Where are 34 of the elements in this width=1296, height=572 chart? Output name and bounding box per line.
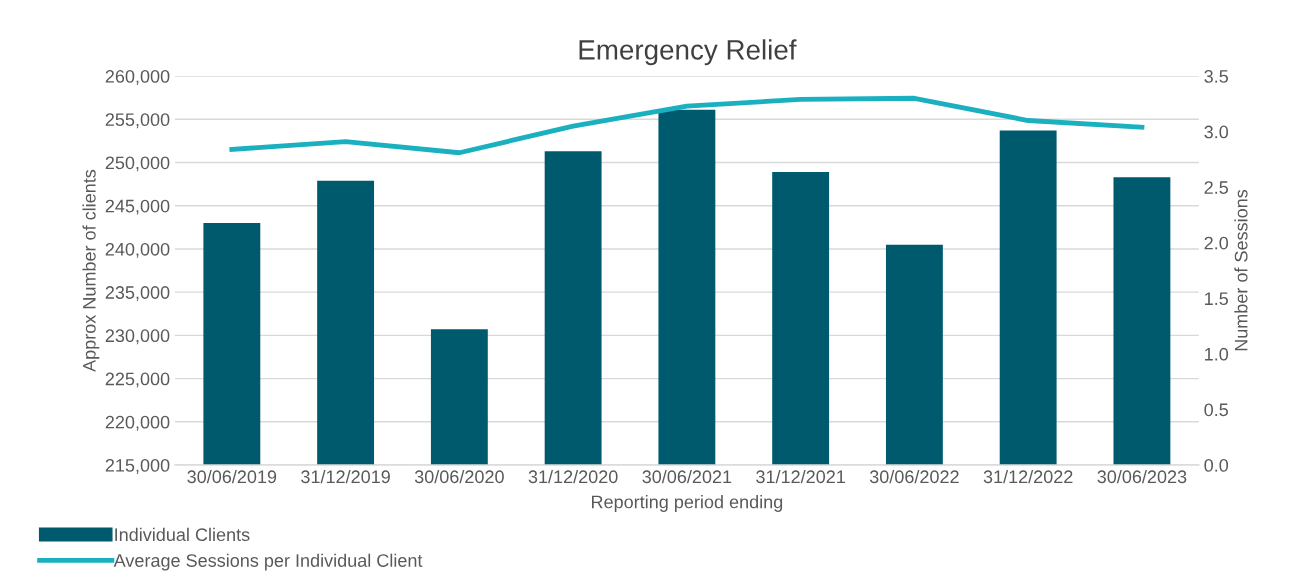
y2-tick-label: 1.0 [1205,347,1229,361]
y-tick-label: 245,000 [105,199,170,215]
y-tick-label: 240,000 [105,242,170,258]
y-tick-label: 225,000 [105,372,170,388]
y2-tick-label: 2.5 [1204,181,1228,194]
x-tick-label: 30/06/2021 [642,469,732,484]
x-tick-label: 31/12/2020 [528,469,618,484]
y2-tick-label: 1.5 [1205,292,1228,306]
y-tick-label: 215,000 [105,458,170,474]
y-tick-label: 235,000 [105,286,170,302]
y-tick-label: 255,000 [105,113,170,129]
x-axis-title: Reporting period ending [592,495,783,512]
y2-tick-label: 0.0 [1204,458,1229,472]
line-series [229,95,1145,156]
y-tick-label: 220,000 [105,415,170,431]
y-tick-label: 230,000 [105,329,170,345]
y-tick-label: 260,000 [105,70,170,85]
x-tick-label: 30/06/2020 [414,469,504,484]
y-axis-title: Approx Number of clients [82,169,100,372]
y2-tick-label: 3.5 [1204,70,1228,83]
x-tick-label: 31/12/2021 [756,469,845,484]
y-tick-label: 250,000 [105,156,170,172]
y2-axis-title: Number of Sessions [1234,189,1248,351]
x-tick-label: 31/12/2019 [301,469,390,484]
y2-tick-label: 0.5 [1204,403,1228,417]
y2-tick-label: 3.0 [1204,125,1229,139]
legend-label: Individual Clients [115,527,250,542]
legend-label: Average Sessions per Individual Client [113,553,423,571]
y2-tick-label: 2.0 [1204,236,1229,250]
x-tick-label: 30/06/2022 [869,469,959,484]
chart-title: Emergency Relief [579,39,797,66]
x-tick-label: 30/06/2023 [1097,469,1187,484]
x-tick-label: 30/06/2019 [187,469,277,484]
x-tick-label: 31/12/2022 [983,469,1073,484]
